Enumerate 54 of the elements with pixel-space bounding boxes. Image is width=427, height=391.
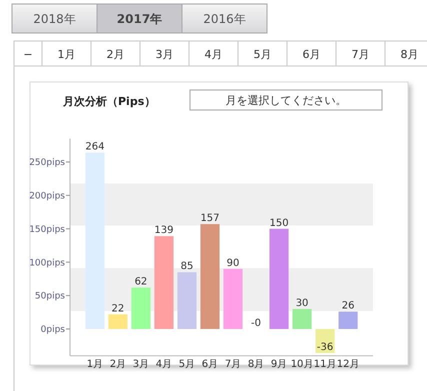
x-tick-label: 11月 bbox=[314, 359, 336, 370]
x-tick-label: 2月 bbox=[110, 359, 126, 370]
bar bbox=[108, 314, 128, 329]
bar bbox=[131, 288, 150, 329]
x-tick-label: 4月 bbox=[156, 359, 172, 370]
text: 2月 bbox=[106, 48, 124, 61]
x-tick-label: 12月 bbox=[336, 359, 360, 370]
data-label: -0 bbox=[251, 318, 262, 329]
text: 2016年 bbox=[203, 12, 246, 26]
data-label: 85 bbox=[180, 261, 194, 272]
y-tick-label: 250pips bbox=[29, 158, 66, 168]
x-tick-label: 7月 bbox=[224, 359, 242, 370]
data-label: 139 bbox=[154, 225, 174, 236]
data-label: 26 bbox=[342, 300, 354, 312]
text: 3月 bbox=[156, 48, 174, 61]
y-tick-label: 0pips bbox=[40, 325, 66, 336]
data-label: 30 bbox=[296, 298, 308, 309]
x-tick-label: 5月 bbox=[178, 359, 196, 370]
bar bbox=[223, 268, 243, 329]
data-label: 157 bbox=[200, 213, 220, 224]
y-tick-label: 100pips bbox=[29, 258, 66, 268]
bar bbox=[200, 224, 220, 329]
y-tick-label: 50pips bbox=[34, 292, 66, 302]
text: 2017年 bbox=[116, 12, 162, 26]
data-label: 90 bbox=[226, 258, 240, 269]
text: − bbox=[23, 48, 33, 61]
data-label: 22 bbox=[112, 303, 124, 314]
data-label: -36 bbox=[316, 342, 334, 354]
data-label: 150 bbox=[270, 218, 289, 229]
bar bbox=[154, 236, 174, 329]
text: 4月 bbox=[204, 48, 222, 61]
text: 5月 bbox=[254, 48, 272, 61]
x-tick-label: 1月 bbox=[86, 359, 104, 370]
text: 月を選択してください。 bbox=[226, 94, 346, 107]
bar bbox=[85, 152, 104, 329]
text: 8月 bbox=[400, 48, 418, 61]
bar bbox=[269, 228, 289, 329]
x-tick-label: 6月 bbox=[202, 359, 218, 370]
text: 1月 bbox=[58, 48, 76, 61]
y-tick-label: 150pips bbox=[29, 224, 66, 235]
text: 6月 bbox=[302, 48, 320, 61]
x-tick-label: 3月 bbox=[132, 359, 150, 370]
y-tick-label: 200pips bbox=[29, 192, 66, 202]
bar bbox=[177, 272, 197, 329]
bar bbox=[292, 308, 312, 329]
x-tick-label: 10月 bbox=[290, 359, 314, 370]
x-tick-label: 9月 bbox=[270, 359, 288, 370]
x-tick-label: 8月 bbox=[248, 359, 264, 370]
data-label: 62 bbox=[134, 276, 148, 288]
chart-title: 月次分析（Pips） bbox=[62, 95, 156, 108]
text: 2018年 bbox=[33, 12, 76, 26]
bar bbox=[338, 312, 358, 329]
text: 7月 bbox=[352, 48, 370, 61]
data-label: 264 bbox=[85, 142, 104, 153]
